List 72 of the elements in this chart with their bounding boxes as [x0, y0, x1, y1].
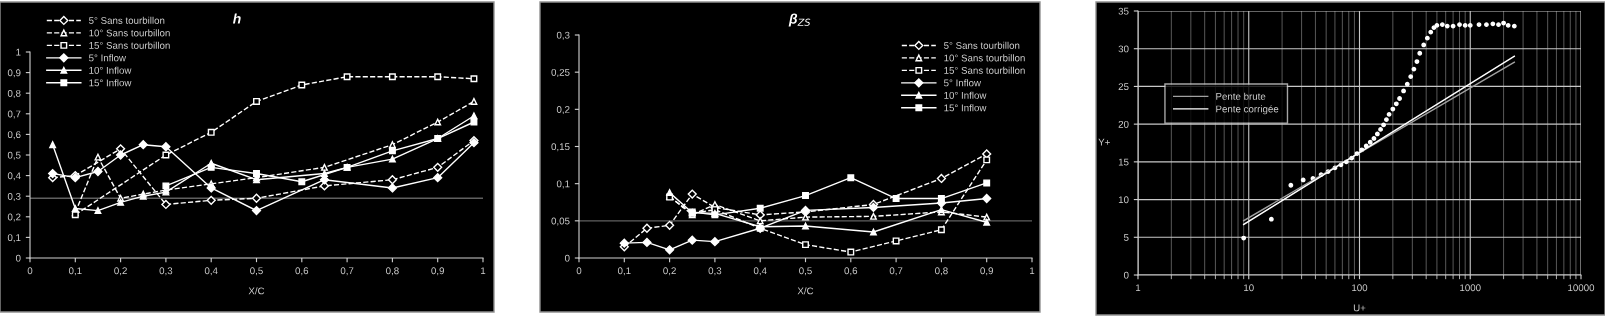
x-tick-label: 0,4 [204, 267, 218, 276]
chart-title: h [233, 13, 241, 24]
x-tick-label: 0,1 [68, 267, 82, 276]
y-tick-label: 0,6 [7, 131, 21, 140]
y-tick-label: 5 [1123, 234, 1129, 241]
x-tick-label: 0,2 [114, 267, 127, 276]
x-tick-label: 0,4 [753, 267, 767, 276]
y-tick-label: 0,25 [551, 68, 570, 77]
x-tick-label: 0,6 [295, 267, 309, 276]
legend-label: 15° Inflow [89, 79, 132, 87]
x-tick-label: 0,9 [980, 267, 993, 276]
y-tick-label: 20 [1118, 120, 1129, 128]
y-tick-label: 0,1 [556, 180, 570, 189]
legend-label: 5° Sans tourbillon [89, 16, 165, 24]
legend-label: 15° Sans tourbillon [89, 41, 170, 49]
legend-label: 5° Inflow [944, 79, 982, 87]
x-tick-label: 0,7 [340, 267, 354, 276]
y-tick-label: 0,15 [551, 143, 570, 152]
y-tick-label: 0,5 [7, 151, 21, 160]
x-tick-label: 0,2 [663, 267, 676, 276]
legend-label: 10° Sans tourbillon [944, 54, 1025, 62]
x-tick-label: 100 [1352, 284, 1368, 292]
x-tick-label: 0,3 [708, 267, 722, 276]
y-tick-label: 0,2 [556, 106, 570, 115]
x-tick-label: 0 [576, 267, 582, 275]
y-tick-label: 35 [1118, 7, 1129, 15]
legend-label: 10° Inflow [89, 66, 132, 74]
chart-title: β$_{ZS}$ [788, 13, 811, 27]
x-tick-label: 0,3 [159, 267, 173, 276]
legend-label: Pente brute [1216, 92, 1266, 100]
y-tick-label: 15 [1118, 158, 1129, 166]
y-tick-label: 0 [15, 254, 21, 262]
x-axis-title: X/C [797, 287, 814, 295]
y-tick-label: 0,7 [7, 110, 21, 119]
x-tick-label: 0,8 [386, 267, 399, 276]
legend-label: 15° Sans tourbillon [944, 66, 1025, 74]
legend-label: 15° Inflow [944, 104, 987, 112]
x-tick-label: 1 [1030, 267, 1035, 275]
y-tick-label: 25 [1118, 83, 1129, 91]
y-tick-label: 30 [1118, 45, 1129, 53]
x-tick-label: 0,5 [250, 267, 263, 276]
x-tick-label: 0,5 [799, 267, 812, 276]
legend-label: Pente corrigée [1216, 105, 1279, 115]
x-tick-label: 10 [1244, 284, 1254, 292]
y-tick-label: 0,2 [7, 213, 21, 222]
y-tick-label: 0,3 [7, 192, 21, 201]
x-tick-label: 0,9 [431, 267, 444, 276]
legend-label: 5° Sans tourbillon [944, 41, 1020, 49]
x-axis-title: X/C [248, 287, 265, 295]
x-tick-label: 1 [481, 267, 486, 275]
y-tick-label: 0,05 [551, 217, 570, 226]
legend-label: 5° Inflow [89, 54, 127, 62]
y-tick-label: 10 [1118, 196, 1129, 204]
x-tick-label: 1000 [1460, 284, 1481, 292]
x-axis-title: U+ [1353, 304, 1366, 312]
y-tick-label: 1 [16, 48, 21, 56]
y-tick-label: 0,1 [7, 234, 21, 243]
legend-label: 10° Inflow [944, 91, 987, 99]
x-tick-label: 0 [27, 267, 33, 275]
x-tick-label: 0,6 [844, 267, 858, 276]
y-tick-label: 0,9 [7, 69, 21, 78]
y-tick-label: 0,4 [7, 172, 21, 181]
x-tick-label: 0,8 [935, 267, 948, 276]
y-tick-label: 0,3 [556, 31, 570, 40]
y-tick-label: 0,8 [7, 89, 21, 98]
x-tick-label: 10000 [1568, 284, 1595, 292]
x-tick-label: 0,1 [617, 267, 631, 276]
y-axis-title: Y+ [1098, 138, 1110, 146]
y-tick-label: 0 [564, 254, 570, 262]
x-tick-label: 1 [1136, 284, 1141, 292]
legend-label: 10° Sans tourbillon [89, 29, 170, 37]
x-tick-label: 0,7 [889, 267, 903, 276]
